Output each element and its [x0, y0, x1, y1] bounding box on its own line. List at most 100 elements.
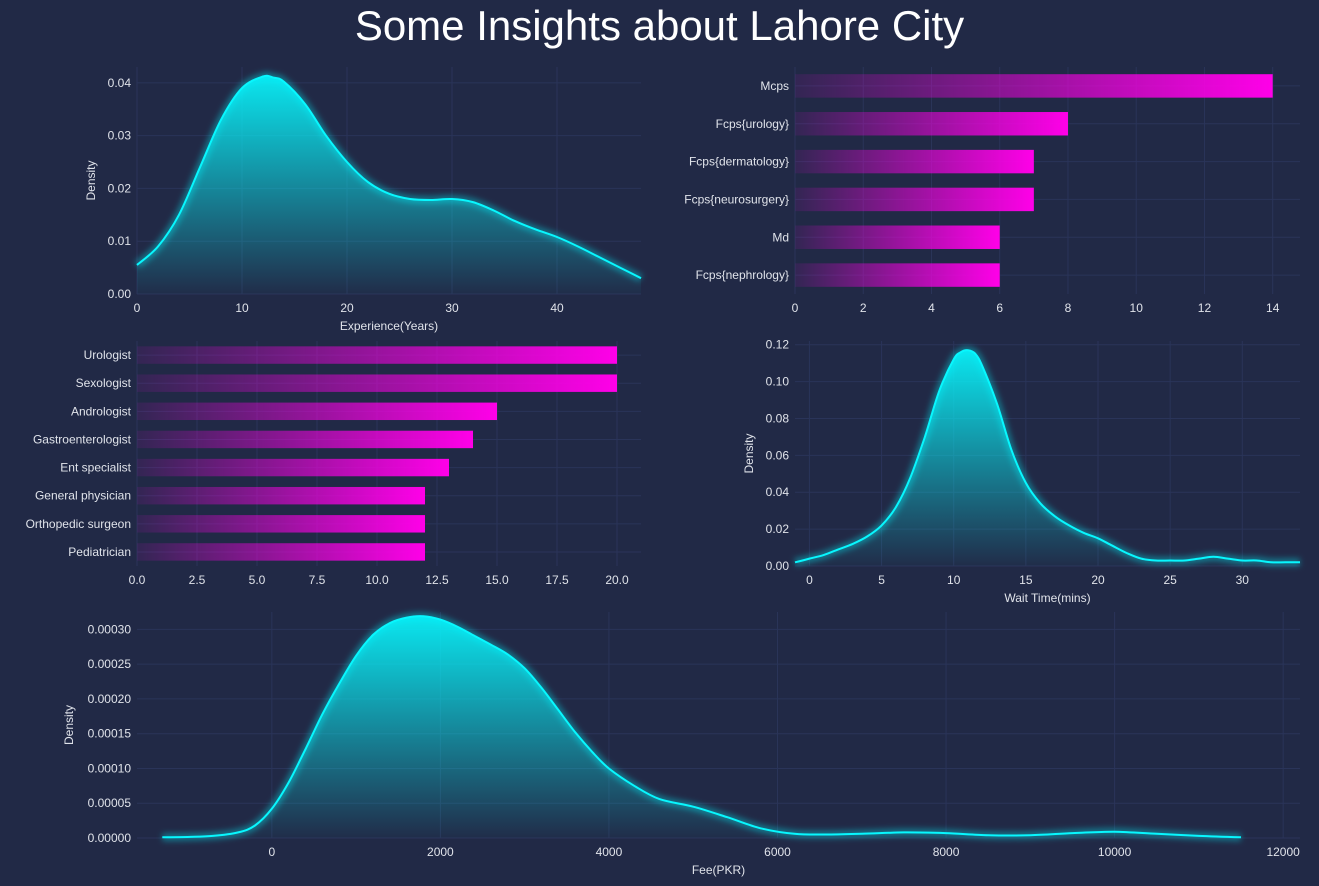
density-line: [162, 615, 1242, 839]
bar: [795, 187, 1034, 212]
category-label: Md: [772, 230, 789, 244]
x-tick-label: 12000: [1266, 845, 1300, 859]
x-tick-label: 2.5: [189, 573, 206, 587]
density-area: [137, 75, 641, 294]
y-axis-label: Density: [742, 433, 756, 473]
y-tick-label: 0.00: [766, 559, 790, 573]
y-tick-label: 0.10: [766, 375, 790, 389]
x-tick-label: 17.5: [545, 573, 569, 587]
y-axis-label: Density: [84, 160, 98, 200]
x-tick-label: 25: [1163, 573, 1177, 587]
x-tick-label: 8000: [933, 845, 960, 859]
x-tick-label: 5.0: [249, 573, 266, 587]
y-tick-label: 0.00000: [88, 831, 132, 845]
bar: [795, 74, 1273, 98]
x-tick-label: 30: [445, 301, 459, 315]
category-label: Fcps{urology}: [716, 117, 789, 131]
y-tick-label: 0.00: [108, 287, 132, 301]
x-tick-label: 2: [860, 301, 867, 315]
y-tick-label: 0.08: [766, 411, 790, 425]
density-line: [794, 349, 1300, 564]
density-line: [136, 74, 642, 280]
x-tick-label: 15.0: [485, 573, 509, 587]
chart-degrees: Mcps Fcps{urology} Fcps{dermatology} Fcps{n…: [684, 67, 1300, 315]
bar: [137, 458, 449, 477]
page-title: Some Insights about Lahore City: [354, 2, 965, 49]
x-tick-label: 10: [947, 573, 961, 587]
chart-fee: 0 2000 4000 6000 8000 10000 12000 0.00000 0.0000…: [62, 612, 1300, 877]
x-tick-label: 7.5: [309, 573, 326, 587]
x-tick-label: 6: [996, 301, 1003, 315]
bar: [137, 515, 425, 533]
category-label: Andrologist: [71, 404, 132, 418]
y-tick-label: 0.02: [108, 181, 132, 195]
x-tick-label: 10: [235, 301, 249, 315]
bar: [137, 346, 617, 364]
x-tick-label: 5: [878, 573, 885, 587]
category-label: Sexologist: [76, 376, 132, 390]
bar: [795, 112, 1068, 136]
density-area: [162, 616, 1241, 838]
chart-wait_time: 0 5 10 15 20 25 30 0.00 0.02 0.04 0.06 0.08 0.10 0.12…: [742, 338, 1300, 605]
x-tick-label: 4000: [596, 845, 623, 859]
bar: [137, 402, 497, 421]
category-label: Gastroenterologist: [33, 432, 132, 446]
bar: [795, 225, 1000, 249]
x-tick-label: 10.0: [365, 573, 389, 587]
category-label: Urologist: [84, 348, 132, 362]
x-tick-label: 0: [792, 301, 799, 315]
y-tick-label: 0.01: [108, 234, 132, 248]
x-tick-label: 2000: [427, 845, 454, 859]
y-tick-label: 0.00005: [88, 796, 132, 810]
x-tick-label: 30: [1236, 573, 1250, 587]
category-label: Ent specialist: [60, 461, 131, 475]
category-label: Orthopedic surgeon: [26, 517, 131, 531]
y-tick-label: 0.00015: [88, 727, 132, 741]
x-tick-label: 0: [134, 301, 141, 315]
bar: [137, 430, 473, 449]
y-tick-label: 0.04: [108, 76, 132, 90]
chart-experience: 0 10 20 30 40 0.00 0.01 0.02 0.03 0.04 Experience(…: [84, 67, 643, 333]
y-tick-label: 0.12: [766, 338, 790, 352]
x-tick-label: 40: [550, 301, 564, 315]
y-tick-label: 0.00020: [88, 692, 132, 706]
category-label: Fcps{nephrology}: [696, 268, 789, 282]
y-tick-label: 0.04: [766, 485, 790, 499]
y-tick-label: 0.03: [108, 129, 132, 143]
category-label: Fcps{neurosurgery}: [684, 192, 789, 206]
x-tick-label: 15: [1019, 573, 1033, 587]
category-label: Pediatrician: [68, 545, 131, 559]
bar: [137, 374, 617, 392]
x-tick-label: 8: [1065, 301, 1072, 315]
y-tick-label: 0.00030: [88, 622, 132, 636]
x-tick-label: 20: [340, 301, 354, 315]
x-tick-label: 10000: [1098, 845, 1132, 859]
x-axis-label: Wait Time(mins): [1004, 591, 1090, 605]
y-tick-label: 0.06: [766, 448, 790, 462]
bar: [137, 486, 425, 505]
chart-specialities: Urologist Sexologist Andrologist Gastroente…: [26, 341, 641, 587]
y-tick-label: 0.02: [766, 522, 790, 536]
x-tick-label: 12: [1198, 301, 1212, 315]
x-tick-label: 20: [1091, 573, 1105, 587]
x-tick-label: 10: [1130, 301, 1144, 315]
y-axis-label: Density: [62, 705, 76, 745]
category-label: Fcps{dermatology}: [689, 155, 789, 169]
x-tick-label: 0: [268, 845, 275, 859]
x-tick-label: 12.5: [425, 573, 449, 587]
x-tick-label: 0: [806, 573, 813, 587]
y-tick-label: 0.00025: [88, 657, 132, 671]
bar: [795, 263, 1000, 287]
x-tick-label: 6000: [764, 845, 791, 859]
density-area: [795, 350, 1300, 566]
bar: [795, 149, 1034, 174]
bar: [137, 543, 425, 561]
x-tick-label: 14: [1266, 301, 1280, 315]
y-tick-label: 0.00010: [88, 761, 132, 775]
x-tick-label: 0.0: [129, 573, 146, 587]
category-label: Mcps: [760, 79, 789, 93]
x-axis-label: Fee(PKR): [692, 863, 745, 877]
x-tick-label: 20.0: [605, 573, 629, 587]
category-label: General physician: [35, 489, 131, 503]
